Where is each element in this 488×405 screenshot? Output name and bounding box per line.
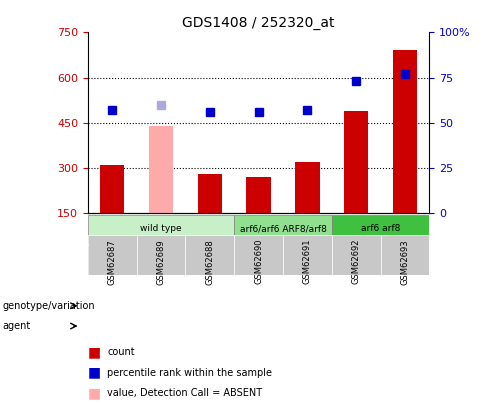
Text: arf6 arf8: arf6 arf8 bbox=[361, 224, 400, 233]
Bar bbox=[393, 51, 417, 213]
Bar bbox=[246, 177, 271, 213]
FancyBboxPatch shape bbox=[332, 235, 381, 275]
Text: agent: agent bbox=[2, 321, 31, 331]
FancyBboxPatch shape bbox=[234, 235, 283, 275]
Text: mock: mock bbox=[150, 256, 172, 264]
Title: GDS1408 / 252320_at: GDS1408 / 252320_at bbox=[183, 16, 335, 30]
Text: GSM62692: GSM62692 bbox=[352, 239, 361, 284]
FancyBboxPatch shape bbox=[234, 215, 332, 243]
Text: IAA: IAA bbox=[300, 256, 315, 264]
FancyBboxPatch shape bbox=[88, 246, 137, 274]
Text: wild type: wild type bbox=[140, 224, 182, 233]
Bar bbox=[100, 165, 124, 213]
Text: genotype/variation: genotype/variation bbox=[2, 301, 95, 311]
Text: value, Detection Call = ABSENT: value, Detection Call = ABSENT bbox=[107, 388, 263, 398]
Text: GSM62691: GSM62691 bbox=[303, 239, 312, 284]
Text: ■: ■ bbox=[88, 366, 101, 379]
Text: untreated: untreated bbox=[91, 256, 133, 264]
Text: GSM62690: GSM62690 bbox=[254, 239, 263, 284]
Text: GSM62687: GSM62687 bbox=[108, 239, 117, 285]
FancyBboxPatch shape bbox=[381, 246, 429, 274]
Text: untreated: untreated bbox=[238, 256, 280, 264]
FancyBboxPatch shape bbox=[88, 235, 137, 275]
FancyBboxPatch shape bbox=[332, 215, 429, 243]
Text: arf6/arf6 ARF8/arf8: arf6/arf6 ARF8/arf8 bbox=[240, 224, 326, 233]
Text: ■: ■ bbox=[88, 345, 101, 359]
FancyBboxPatch shape bbox=[137, 246, 185, 274]
Text: GSM62693: GSM62693 bbox=[401, 239, 409, 285]
FancyBboxPatch shape bbox=[88, 215, 234, 243]
Bar bbox=[198, 174, 222, 213]
FancyBboxPatch shape bbox=[234, 246, 283, 274]
FancyBboxPatch shape bbox=[185, 235, 234, 275]
Text: IAA: IAA bbox=[398, 256, 412, 264]
FancyBboxPatch shape bbox=[185, 246, 234, 274]
Text: percentile rank within the sample: percentile rank within the sample bbox=[107, 368, 272, 377]
Bar bbox=[295, 162, 320, 213]
Bar bbox=[149, 126, 173, 213]
Text: count: count bbox=[107, 347, 135, 357]
FancyBboxPatch shape bbox=[381, 235, 429, 275]
Text: ■: ■ bbox=[88, 386, 101, 400]
Text: GSM62689: GSM62689 bbox=[157, 239, 165, 285]
FancyBboxPatch shape bbox=[283, 246, 332, 274]
Text: GSM62688: GSM62688 bbox=[205, 239, 214, 285]
Text: IAA: IAA bbox=[203, 256, 217, 264]
FancyBboxPatch shape bbox=[332, 246, 381, 274]
FancyBboxPatch shape bbox=[283, 235, 332, 275]
FancyBboxPatch shape bbox=[137, 235, 185, 275]
Text: untreated: untreated bbox=[335, 256, 377, 264]
Bar bbox=[344, 111, 368, 213]
